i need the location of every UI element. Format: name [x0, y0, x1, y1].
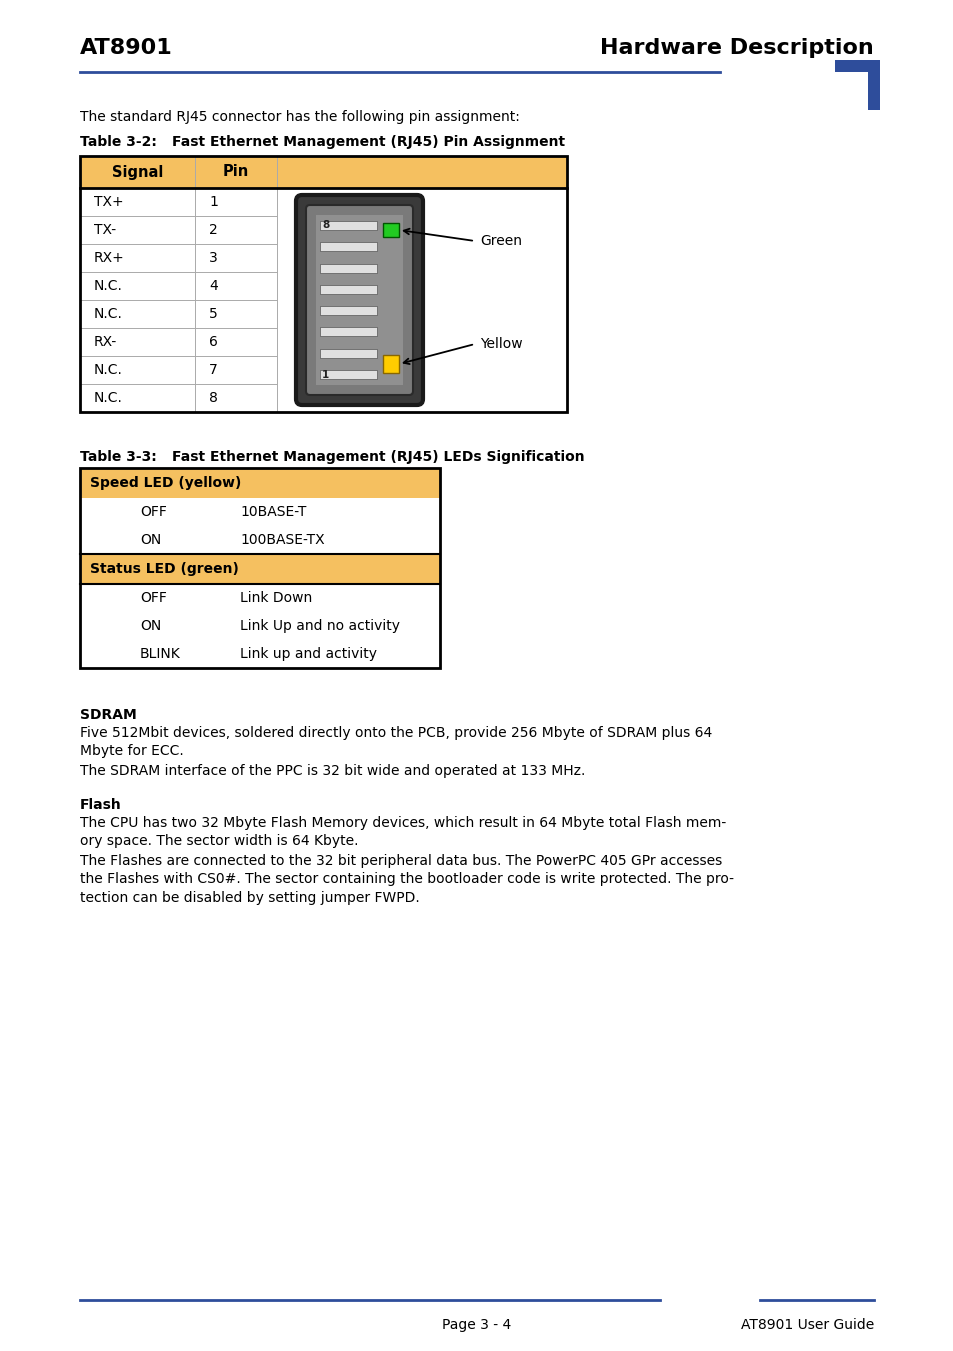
Text: The standard RJ45 connector has the following pin assignment:: The standard RJ45 connector has the foll…: [80, 109, 519, 124]
Bar: [80, 384, 566, 412]
Text: Table 3-2:: Table 3-2:: [80, 135, 156, 149]
Text: OFF: OFF: [140, 590, 167, 605]
Bar: [382, 223, 398, 236]
Text: Fast Ethernet Management (RJ45) LEDs Signification: Fast Ethernet Management (RJ45) LEDs Sig…: [172, 450, 584, 463]
Text: Table 3-3:: Table 3-3:: [80, 450, 156, 463]
Bar: [319, 307, 376, 315]
Text: OFF: OFF: [140, 505, 167, 519]
Bar: [319, 349, 376, 358]
Bar: [382, 355, 398, 373]
Text: 6: 6: [209, 335, 217, 349]
Bar: [80, 155, 566, 188]
Text: N.C.: N.C.: [94, 280, 123, 293]
Bar: [80, 526, 439, 554]
Text: 100BASE-TX: 100BASE-TX: [240, 534, 324, 547]
Text: Speed LED (yellow): Speed LED (yellow): [90, 476, 241, 490]
Text: Five 512Mbit devices, soldered directly onto the PCB, provide 256 Mbyte of SDRAM: Five 512Mbit devices, soldered directly …: [80, 725, 712, 758]
Text: Link Down: Link Down: [240, 590, 312, 605]
Bar: [80, 216, 566, 245]
Bar: [80, 155, 566, 412]
Text: AT8901: AT8901: [80, 38, 172, 58]
Text: Flash: Flash: [80, 798, 122, 812]
Text: 2: 2: [209, 223, 217, 236]
Text: Link Up and no activity: Link Up and no activity: [240, 619, 399, 634]
Text: Signal: Signal: [112, 165, 163, 180]
Text: 4: 4: [209, 280, 217, 293]
Text: 5: 5: [209, 307, 217, 322]
FancyBboxPatch shape: [306, 205, 413, 394]
Text: SDRAM: SDRAM: [80, 708, 136, 721]
Text: RX-: RX-: [94, 335, 117, 349]
Bar: [80, 554, 439, 584]
Text: Green: Green: [479, 234, 521, 249]
Bar: [80, 188, 566, 216]
Text: Pin: Pin: [223, 165, 249, 180]
Bar: [80, 467, 439, 499]
Text: TX-: TX-: [94, 223, 116, 236]
Text: Status LED (green): Status LED (green): [90, 562, 238, 576]
Text: 1: 1: [322, 370, 329, 380]
Bar: [80, 357, 566, 384]
Text: The SDRAM interface of the PPC is 32 bit wide and operated at 133 MHz.: The SDRAM interface of the PPC is 32 bit…: [80, 765, 585, 778]
Bar: [319, 327, 376, 336]
Text: 3: 3: [209, 251, 217, 265]
Text: BLINK: BLINK: [140, 647, 180, 661]
Text: Yellow: Yellow: [479, 336, 522, 351]
Text: N.C.: N.C.: [94, 363, 123, 377]
Text: Link up and activity: Link up and activity: [240, 647, 376, 661]
Bar: [80, 272, 566, 300]
Bar: [319, 370, 376, 380]
Bar: [319, 263, 376, 273]
Text: ON: ON: [140, 619, 161, 634]
Text: 8: 8: [322, 220, 329, 231]
Text: 7: 7: [209, 363, 217, 377]
Bar: [80, 245, 566, 272]
Bar: [80, 584, 439, 612]
Text: ON: ON: [140, 534, 161, 547]
Bar: [319, 222, 376, 230]
Bar: [80, 640, 439, 667]
Text: 8: 8: [209, 390, 217, 405]
Text: 10BASE-T: 10BASE-T: [240, 505, 306, 519]
Bar: [80, 300, 566, 328]
Text: The CPU has two 32 Mbyte Flash Memory devices, which result in 64 Mbyte total Fl: The CPU has two 32 Mbyte Flash Memory de…: [80, 816, 725, 848]
Bar: [80, 328, 566, 357]
Bar: [315, 215, 402, 385]
Text: TX+: TX+: [94, 195, 124, 209]
Text: Fast Ethernet Management (RJ45) Pin Assignment: Fast Ethernet Management (RJ45) Pin Assi…: [172, 135, 564, 149]
Bar: [867, 59, 879, 109]
Bar: [319, 242, 376, 251]
Bar: [319, 285, 376, 295]
Text: RX+: RX+: [94, 251, 125, 265]
Text: Page 3 - 4: Page 3 - 4: [442, 1319, 511, 1332]
Text: AT8901 User Guide: AT8901 User Guide: [740, 1319, 873, 1332]
Text: N.C.: N.C.: [94, 390, 123, 405]
Text: N.C.: N.C.: [94, 307, 123, 322]
FancyBboxPatch shape: [295, 195, 422, 405]
Bar: [80, 499, 439, 526]
Bar: [80, 612, 439, 640]
Text: Hardware Description: Hardware Description: [599, 38, 873, 58]
Text: The Flashes are connected to the 32 bit peripheral data bus. The PowerPC 405 GPr: The Flashes are connected to the 32 bit …: [80, 854, 733, 905]
Bar: [834, 59, 879, 72]
Bar: [80, 467, 439, 667]
Text: 1: 1: [209, 195, 217, 209]
